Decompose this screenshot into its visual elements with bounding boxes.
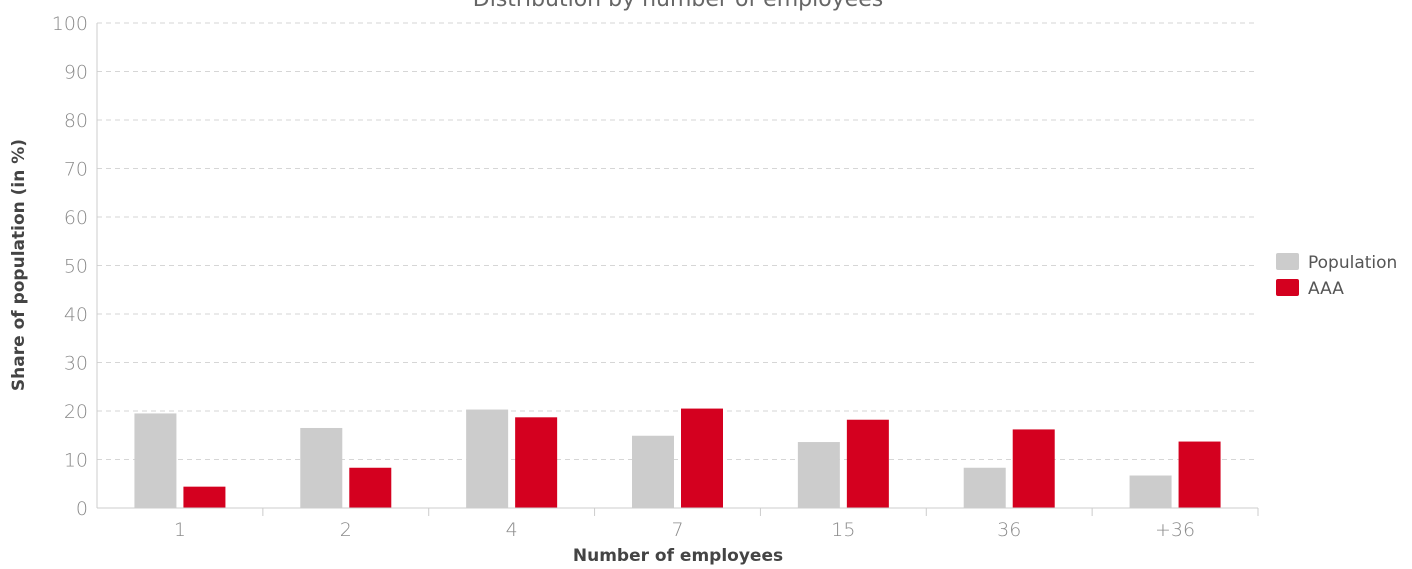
x-tick-label: 15	[831, 519, 855, 541]
y-tick-label: 50	[64, 256, 88, 278]
legend: Population AAA	[1276, 253, 1397, 299]
x-tick-label: 36	[997, 519, 1021, 541]
x-tick-label: +36	[1155, 519, 1195, 541]
y-tick-label: 30	[64, 353, 88, 375]
legend-label-aaa: AAA	[1308, 279, 1344, 299]
bar-population-4	[632, 435, 674, 508]
x-tick-label: 1	[174, 519, 186, 541]
x-tick-label: 7	[671, 519, 683, 541]
legend-swatch-aaa	[1276, 279, 1299, 296]
x-axis-title: Number of employees	[573, 546, 783, 566]
y-tick-label: 0	[76, 498, 88, 520]
legend-swatch-population	[1276, 253, 1299, 270]
y-tick-label: 60	[64, 207, 88, 229]
bar-population-5	[797, 442, 840, 508]
bar-aaa-2	[349, 467, 392, 508]
axes: 0 10 20 30 40 50 60 70 80 90 100 1 2 4 7 15 36 +36	[52, 13, 1259, 541]
bar-aaa-5	[846, 419, 889, 508]
y-tick-label: 70	[64, 159, 88, 181]
y-tick-label: 40	[64, 304, 88, 326]
bar-population-6	[963, 467, 1006, 508]
y-tick-label: 80	[64, 110, 88, 132]
bar-aaa-7	[1178, 441, 1221, 508]
bar-population-7	[1129, 475, 1172, 508]
chart-title: Distribution by number of employees	[473, 0, 883, 12]
y-tick-label: 20	[64, 401, 88, 423]
y-axis-title: Share of population (in %)	[9, 139, 29, 391]
bar-aaa-4	[681, 408, 723, 508]
bar-aaa-1	[183, 486, 226, 508]
y-tick-label: 90	[64, 62, 88, 84]
bars	[134, 408, 1221, 508]
legend-label-population: Population	[1308, 253, 1397, 273]
bar-population-3	[466, 409, 509, 508]
y-tick-label: 10	[64, 450, 88, 472]
bar-aaa-6	[1012, 429, 1055, 508]
bar-aaa-3	[515, 417, 558, 508]
x-tick-label: 2	[340, 519, 352, 541]
bar-population-1	[134, 413, 177, 508]
x-tick-label: 4	[506, 519, 518, 541]
gridlines	[97, 22, 1258, 460]
bar-population-2	[300, 427, 343, 508]
y-tick-label: 100	[52, 13, 88, 35]
